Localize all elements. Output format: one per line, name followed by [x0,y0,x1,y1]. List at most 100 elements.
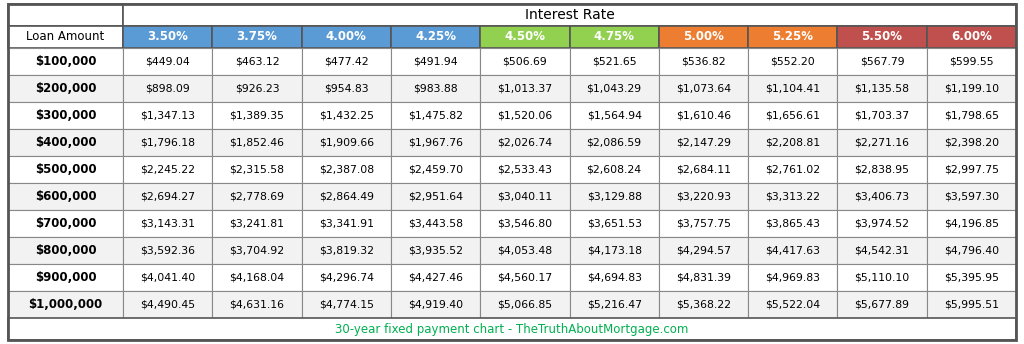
Bar [212,210,302,237]
Bar [658,237,749,264]
Text: $2,086.59: $2,086.59 [587,138,642,148]
Bar [749,48,838,75]
Bar [8,156,123,183]
Bar [212,26,302,48]
Text: Loan Amount: Loan Amount [27,31,104,43]
Text: $1,564.94: $1,564.94 [587,110,642,120]
Text: $898.09: $898.09 [145,84,190,94]
Bar [658,102,749,129]
Text: $4,969.83: $4,969.83 [765,272,820,282]
Bar [302,48,391,75]
Text: $2,761.02: $2,761.02 [765,164,820,174]
Text: $5,110.10: $5,110.10 [854,272,909,282]
Bar [838,264,927,291]
Text: $1,073.64: $1,073.64 [676,84,731,94]
Bar [658,156,749,183]
Bar [658,210,749,237]
Bar [927,75,1016,102]
Text: $200,000: $200,000 [35,82,96,95]
Bar [391,26,480,48]
Text: $2,208.81: $2,208.81 [765,138,820,148]
Text: $1,967.76: $1,967.76 [408,138,463,148]
Text: $4,196.85: $4,196.85 [944,218,998,228]
Bar [212,264,302,291]
Bar [658,26,749,48]
Text: 4.25%: 4.25% [415,31,456,43]
Bar [391,129,480,156]
Bar [838,183,927,210]
Bar [658,75,749,102]
Text: $2,387.08: $2,387.08 [318,164,374,174]
Bar [302,183,391,210]
Text: $2,315.58: $2,315.58 [229,164,285,174]
Text: $983.88: $983.88 [414,84,458,94]
Text: $4,417.63: $4,417.63 [765,246,820,256]
Text: $1,135.58: $1,135.58 [855,84,909,94]
Bar [749,183,838,210]
Bar [302,210,391,237]
Bar [927,264,1016,291]
Text: $2,533.43: $2,533.43 [498,164,552,174]
Bar [569,48,658,75]
Text: $3,443.58: $3,443.58 [408,218,463,228]
Text: $1,389.35: $1,389.35 [229,110,285,120]
Text: $954.83: $954.83 [324,84,369,94]
Text: $1,199.10: $1,199.10 [944,84,999,94]
Bar [123,48,212,75]
Bar [480,237,569,264]
Text: $506.69: $506.69 [503,56,547,66]
Text: 3.75%: 3.75% [237,31,278,43]
Bar [569,156,658,183]
Bar [927,26,1016,48]
Bar [838,291,927,318]
Bar [927,102,1016,129]
Text: $521.65: $521.65 [592,56,637,66]
Text: $4,173.18: $4,173.18 [587,246,642,256]
Text: $2,245.22: $2,245.22 [140,164,196,174]
Bar [212,75,302,102]
Bar [569,26,658,48]
Bar [480,264,569,291]
Bar [8,318,1016,340]
Text: 30-year fixed payment chart - TheTruthAboutMortgage.com: 30-year fixed payment chart - TheTruthAb… [335,323,689,335]
Text: $3,220.93: $3,220.93 [676,192,731,202]
Text: $2,459.70: $2,459.70 [408,164,463,174]
Bar [569,237,658,264]
Text: $536.82: $536.82 [681,56,726,66]
Text: $2,271.16: $2,271.16 [855,138,909,148]
Text: 5.25%: 5.25% [772,31,813,43]
Text: $1,000,000: $1,000,000 [29,298,102,311]
Bar [123,291,212,318]
Text: $2,778.69: $2,778.69 [229,192,285,202]
Text: $449.04: $449.04 [145,56,190,66]
Bar [302,156,391,183]
Text: 4.75%: 4.75% [594,31,635,43]
Bar [749,129,838,156]
Text: $1,610.46: $1,610.46 [676,110,731,120]
Bar [749,26,838,48]
Text: $1,909.66: $1,909.66 [318,138,374,148]
Bar [302,75,391,102]
Text: $5,066.85: $5,066.85 [498,300,552,310]
Bar [480,291,569,318]
Text: $3,757.75: $3,757.75 [676,218,731,228]
Bar [8,75,123,102]
Bar [480,129,569,156]
Bar [658,264,749,291]
Bar [749,156,838,183]
Bar [8,291,123,318]
Text: $3,974.52: $3,974.52 [855,218,909,228]
Bar [391,156,480,183]
Text: $2,608.24: $2,608.24 [587,164,642,174]
Text: $5,677.89: $5,677.89 [855,300,909,310]
Bar [391,210,480,237]
Bar [480,156,569,183]
Bar [480,75,569,102]
Bar [212,291,302,318]
Bar [838,237,927,264]
Text: $700,000: $700,000 [35,217,96,230]
Text: $1,656.61: $1,656.61 [765,110,820,120]
Text: $4,831.39: $4,831.39 [676,272,731,282]
Text: $4,053.48: $4,053.48 [498,246,552,256]
Text: $3,546.80: $3,546.80 [498,218,552,228]
